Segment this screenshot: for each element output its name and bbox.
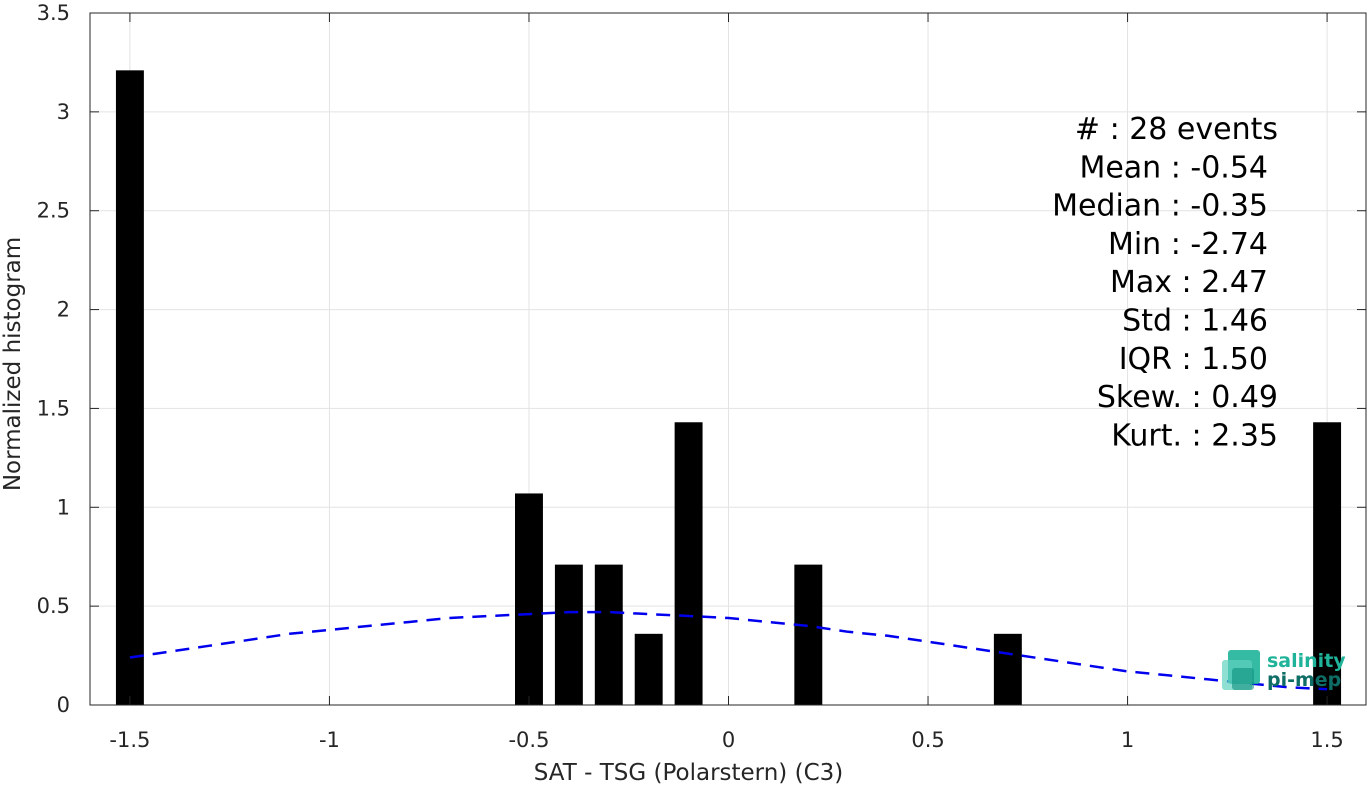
histogram-bar — [554, 564, 583, 705]
x-tick-label: 0.5 — [911, 728, 944, 752]
normal-fit-curve — [129, 610, 1328, 691]
grid-lines — [90, 13, 1367, 705]
histogram-bar — [594, 564, 623, 705]
x-tick-label: -1 — [319, 728, 340, 752]
salinity-pimep-logo: salinity pi-mep — [1222, 650, 1346, 691]
x-tick-label: 1.5 — [1310, 728, 1343, 752]
x-tick-labels: -1.5 -1 -0.5 0 0.5 1 1.5 — [109, 728, 1343, 752]
y-tick-label: 3 — [57, 100, 70, 124]
y-tick-label: 1.5 — [37, 396, 70, 420]
y-tick-label: 2 — [57, 298, 70, 322]
stat-min: Min : -2.74 — [1108, 227, 1268, 262]
y-tick-label: 1 — [57, 495, 70, 519]
histogram-bar — [674, 422, 703, 705]
logo-text-pimep: pi-mep — [1267, 669, 1341, 691]
stat-kurt: Kurt. : 2.35 — [1111, 418, 1278, 453]
histogram-bar — [794, 564, 823, 705]
histogram-bar — [115, 70, 144, 705]
stat-std: Std : 1.46 — [1122, 304, 1268, 339]
histogram-bar — [515, 493, 543, 705]
histogram-bar — [993, 633, 1022, 705]
y-tick-label: 0 — [57, 693, 70, 717]
stat-iqr: IQR : 1.50 — [1119, 342, 1268, 377]
y-tick-labels: 0 0.5 1 1.5 2 2.5 3 3.5 — [37, 1, 70, 717]
y-tick-label: 2.5 — [37, 199, 70, 223]
x-tick-label: 0 — [722, 728, 735, 752]
stat-max: Max : 2.47 — [1110, 265, 1268, 300]
x-tick-label: 1 — [1121, 728, 1134, 752]
y-axis-label: Normalized histogram — [0, 237, 26, 491]
y-tick-label: 0.5 — [37, 594, 70, 618]
stat-median: Median : -0.35 — [1052, 189, 1268, 224]
axis-ticks — [90, 12, 1366, 706]
stat-skew: Skew. : 0.49 — [1097, 380, 1278, 415]
histogram-bar — [1313, 422, 1342, 705]
histogram-bar — [634, 633, 663, 705]
logo-text-salinity: salinity — [1267, 650, 1346, 672]
histogram-bars — [115, 70, 1342, 705]
x-axis-label: SAT - TSG (Polarstern) (C3) — [534, 760, 843, 785]
logo-icon — [1222, 650, 1260, 690]
x-tick-label: -0.5 — [508, 728, 549, 752]
stat-mean: Mean : -0.54 — [1079, 150, 1268, 185]
stat-count: # : 28 events — [1075, 112, 1278, 147]
x-tick-label: -1.5 — [109, 728, 150, 752]
statistics-box: # : 28 events Mean : -0.54 Median : -0.3… — [1052, 112, 1278, 453]
y-tick-label: 3.5 — [37, 1, 70, 25]
